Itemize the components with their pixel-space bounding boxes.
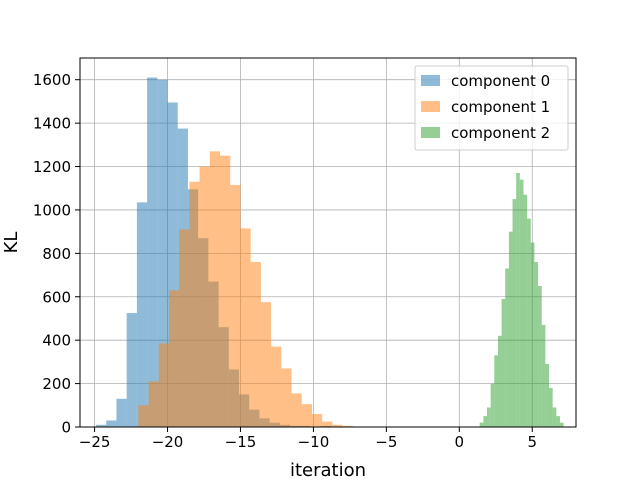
x-tick-label: 0 <box>455 433 465 451</box>
histogram-bar <box>250 262 261 427</box>
histogram-bar <box>479 422 484 427</box>
histogram-bar <box>534 262 539 427</box>
histogram-bar <box>332 424 343 427</box>
histogram-bar <box>527 218 531 427</box>
histogram-bar <box>538 285 542 427</box>
histogram-bar <box>301 404 312 427</box>
histogram-bar <box>148 381 159 427</box>
y-tick-label: 0 <box>61 419 71 437</box>
x-axis-label: iteration <box>290 460 366 480</box>
histogram-bar <box>519 179 524 427</box>
y-tick-label: 400 <box>42 332 71 350</box>
histogram-bar <box>96 424 107 427</box>
histogram-bar <box>230 184 241 427</box>
legend-swatch <box>421 101 440 112</box>
histogram-bar <box>494 355 498 427</box>
histogram-bar <box>209 151 221 427</box>
histogram-bar <box>549 387 553 427</box>
histogram-bar <box>158 343 169 427</box>
histogram-bar <box>168 290 180 427</box>
histogram-bar <box>116 398 127 427</box>
histogram-bar <box>260 302 272 427</box>
histogram-bar <box>281 368 292 427</box>
histogram-bar <box>559 422 564 427</box>
plot-frame <box>79 57 577 428</box>
y-tick-label: 1400 <box>33 115 71 133</box>
legend-box <box>414 65 569 151</box>
legend-swatch <box>421 127 440 138</box>
histogram-bar <box>516 173 520 427</box>
x-tick-label: −25 <box>79 433 111 451</box>
histogram-bar <box>291 393 302 427</box>
histogram-bar <box>157 79 168 428</box>
x-tick-label: 5 <box>527 433 537 451</box>
y-tick-label: 600 <box>42 288 71 306</box>
histogram-bar <box>505 268 509 427</box>
histogram-bar <box>220 155 231 428</box>
legend-label: component 0 <box>451 72 550 90</box>
histogram-bar <box>512 199 517 427</box>
histogram-bar <box>322 421 333 427</box>
histogram-bar <box>552 407 557 427</box>
x-tick-label: −20 <box>152 433 184 451</box>
y-tick-label: 1200 <box>33 158 71 176</box>
histogram-bar <box>199 166 210 427</box>
y-tick-label: 800 <box>42 245 71 263</box>
histogram-bar <box>523 194 528 427</box>
histogram-bar <box>541 324 546 427</box>
y-tick-label: 200 <box>42 375 71 393</box>
legend: component 0 component 1 component 2 <box>414 65 569 151</box>
histogram-bar <box>179 229 190 427</box>
histogram-bar <box>189 181 200 427</box>
histogram-bar <box>342 425 353 427</box>
histogram-bar <box>167 102 178 427</box>
histogram-bar <box>497 335 502 427</box>
legend-label: component 1 <box>451 98 550 116</box>
histogram-bar <box>311 413 323 427</box>
histogram-bar <box>487 407 491 427</box>
legend-label: component 2 <box>451 124 550 142</box>
histogram-bar <box>545 364 550 427</box>
histogram-bar <box>556 416 560 427</box>
y-tick-label: 1600 <box>33 71 71 89</box>
x-tick-label: −10 <box>298 433 330 451</box>
histogram-bar <box>508 231 513 427</box>
axis-ticks: −25 −20 −15 −10 −5 0 5 0 200 400 600 800 1000 1200 140… <box>33 71 537 451</box>
histogram-bar <box>271 346 282 427</box>
series-1-bars <box>138 151 353 428</box>
x-tick-label: −15 <box>225 433 257 451</box>
histogram-bar <box>240 228 251 427</box>
x-tick-label: −5 <box>375 433 397 451</box>
histogram-bar <box>147 77 158 428</box>
series-2-bars <box>479 173 564 427</box>
legend-swatch <box>421 75 440 86</box>
histogram-bar <box>483 416 488 427</box>
histogram-bar <box>501 298 506 427</box>
histogram-bar <box>136 202 148 427</box>
y-tick-label: 1000 <box>33 201 71 219</box>
histogram-bar <box>126 313 137 427</box>
histogram-bar <box>106 420 117 427</box>
y-axis-label: KL <box>1 232 22 254</box>
histogram-bar <box>138 405 149 427</box>
histogram-bar <box>490 383 495 427</box>
histogram-bar <box>530 242 535 427</box>
bars <box>96 77 564 428</box>
